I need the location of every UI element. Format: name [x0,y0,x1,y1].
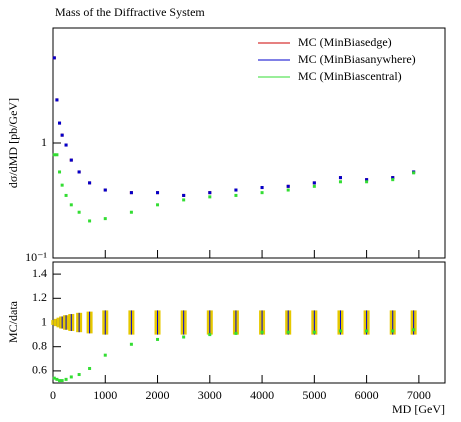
data-point [88,366,92,370]
ratio-y-axis-label: MC/data [6,300,20,343]
data-point [391,176,395,180]
data-point [88,219,92,223]
x-tick-label: 1000 [93,388,117,402]
data-point [69,375,73,379]
data-point [286,188,290,192]
data-point [52,376,56,380]
y-tick-label: 1.4 [32,266,47,280]
data-point [64,143,68,147]
data-point [391,178,395,182]
data-point [55,153,59,157]
data-point [156,191,160,195]
y-tick-label: 0.8 [32,338,47,352]
y-tick-label: 0.6 [32,363,47,377]
data-point [365,329,369,333]
data-point [60,379,64,383]
data-point [208,191,212,195]
data-point [234,193,238,197]
data-point [52,153,56,157]
data-point [412,171,416,175]
data-point [64,193,68,197]
data-point [129,342,133,346]
data-point [156,203,160,207]
data-point [58,170,62,174]
data-point [260,186,264,190]
data-point [182,198,186,202]
data-point [412,328,416,332]
data-point [182,193,186,197]
data-point [234,331,238,335]
data-point [286,330,290,334]
data-point [338,329,342,333]
data-point [312,181,316,185]
x-tick-label: 7000 [407,388,431,402]
data-point [338,180,342,184]
legend-label: MC (MinBiascentral) [298,69,402,83]
data-point [58,121,62,125]
x-tick-label: 0 [50,388,56,402]
data-point [52,56,56,60]
data-point [77,170,81,174]
y-axis-label: dσ/dMD [pb/GeV] [6,98,20,188]
data-point [156,337,160,341]
data-point [312,184,316,188]
x-tick-label: 6000 [355,388,379,402]
x-tick-label: 5000 [302,388,326,402]
x-tick-label: 2000 [146,388,170,402]
data-point [260,191,264,195]
y-tick-label: 1 [41,135,47,149]
data-point [60,183,64,187]
data-point [208,333,212,337]
data-point [77,373,81,377]
lower-frame [52,261,446,384]
data-point [69,158,73,162]
data-point [260,330,264,334]
data-point [88,181,92,185]
legend-label: MC (MinBiasanywhere) [298,52,416,66]
data-point [365,180,369,184]
data-point [58,379,62,383]
data-point [69,203,73,207]
data-point [365,178,369,182]
data-point [129,210,133,214]
data-point [77,210,81,214]
data-point [55,377,59,381]
data-point [103,353,107,357]
x-tick-label: 3000 [198,388,222,402]
x-axis-label: MD [GeV] [392,402,445,416]
data-point [64,377,68,381]
y-tick-label: 1 [41,314,47,328]
chart-title: Mass of the Diffractive System [55,5,205,19]
legend-label: MC (MinBiasedge) [298,35,392,49]
data-point [55,98,59,102]
data-point [286,184,290,188]
data-point [208,195,212,199]
data-point [103,188,107,192]
data-point [60,133,64,137]
data-point [103,217,107,221]
y-tick-label: 10⁻¹ [25,250,47,264]
data-point [129,191,133,195]
data-point [312,330,316,334]
x-tick-label: 4000 [250,388,274,402]
data-point [338,176,342,180]
y-tick-label: 1.2 [32,290,47,304]
data-point [391,329,395,333]
data-point [234,188,238,192]
data-point [182,335,186,339]
